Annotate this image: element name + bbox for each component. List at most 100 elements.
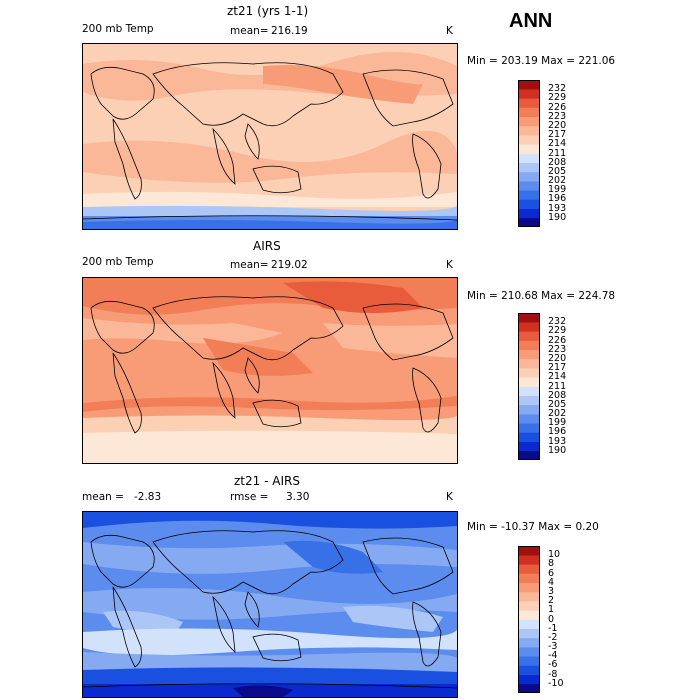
colorbar-tick-label: 226 [548, 101, 567, 113]
colorbar-tick-label: -8 [548, 668, 558, 680]
colorbar-swatch [518, 564, 540, 574]
colorbar-tick-label: 205 [548, 398, 567, 410]
colorbar-swatch [518, 125, 540, 136]
colorbar-swatch [518, 377, 540, 387]
panel3-rmse-label: rmse = [230, 491, 269, 503]
colorbar-swatch [518, 432, 540, 442]
colorbar-swatch [518, 546, 540, 556]
colorbar-tick-label: 223 [548, 110, 567, 122]
colorbar-tick-label: 193 [548, 435, 567, 447]
colorbar-swatch [518, 450, 540, 460]
colorbar-swatch [518, 181, 540, 191]
colorbar-tick-label: -1 [548, 622, 558, 634]
colorbar-swatch [518, 674, 540, 685]
panel3-colorbar-svg [518, 546, 540, 693]
colorbar-tick-label: 229 [548, 325, 567, 337]
panel2-map [82, 277, 458, 464]
panel3-units: K [446, 491, 453, 503]
colorbar-swatch [518, 555, 540, 565]
colorbar-tick-label: 208 [548, 156, 567, 168]
colorbar-tick-label: 8 [548, 558, 555, 570]
colorbar-swatch [518, 647, 540, 657]
colorbar-tick-label: -3 [548, 641, 558, 653]
colorbar-tick-label: 10 [548, 549, 561, 561]
colorbar-tick-label: -4 [548, 650, 558, 662]
colorbar-swatch [518, 349, 540, 360]
colorbar-swatch [518, 135, 540, 145]
colorbar-swatch [518, 340, 540, 351]
colorbar-tick-label: 3 [548, 585, 555, 597]
colorbar-tick-label: 190 [548, 444, 567, 456]
panel1-units: K [446, 25, 453, 37]
colorbar-tick-label: 2 [548, 595, 555, 607]
colorbar-swatch [518, 665, 540, 675]
colorbar-tick-label: 0 [548, 613, 555, 625]
panel1-range: Min = 203.19 Max = 221.06 [467, 55, 616, 67]
colorbar-swatch [518, 656, 540, 666]
colorbar-tick-label: 223 [548, 343, 567, 355]
colorbar-swatch [518, 683, 540, 693]
colorbar-border [518, 546, 540, 693]
colorbar-swatch [518, 217, 540, 227]
panel3-title: zt21 - AIRS [234, 474, 300, 488]
colorbar-tick-label: 190 [548, 211, 567, 223]
colorbar-swatch [518, 637, 540, 648]
colorbar-tick-label: 220 [548, 352, 567, 364]
panel2-colorbar-svg [518, 313, 540, 460]
colorbar-tick-label: 214 [548, 138, 567, 150]
colorbar-swatch [518, 395, 540, 406]
colorbar-tick-label: -6 [548, 659, 558, 671]
colorbar-swatch [518, 331, 540, 341]
panel2-variable: 200 mb Temp [82, 256, 154, 268]
colorbar-tick-label: 202 [548, 175, 567, 187]
colorbar-swatch [518, 80, 540, 90]
colorbar-swatch [518, 628, 540, 639]
panel3-map-svg [83, 512, 457, 697]
panel2-units: K [446, 259, 453, 271]
colorbar-tick-label: 205 [548, 165, 567, 177]
colorbar-swatch [518, 107, 540, 118]
season-label: ANN [509, 10, 553, 32]
colorbar-tick-label: 226 [548, 334, 567, 346]
colorbar-swatch [518, 162, 540, 173]
colorbar-tick-label: 193 [548, 202, 567, 214]
colorbar-tick-label: 202 [548, 408, 567, 420]
panel1-map-svg [83, 44, 457, 229]
colorbar-tick-label: 232 [548, 83, 567, 95]
panel2-title: AIRS [253, 239, 281, 253]
colorbar-swatch [518, 414, 540, 424]
panel3-rmse-value: 3.30 [286, 491, 310, 503]
colorbar-tick-label: 6 [548, 567, 555, 579]
colorbar-border [518, 313, 540, 460]
panel1-variable: 200 mb Temp [82, 23, 154, 35]
colorbar-swatch [518, 144, 540, 154]
colorbar-tick-label: 211 [548, 147, 567, 159]
panel3-mean-label: mean = [82, 491, 124, 503]
colorbar-swatch [518, 573, 540, 584]
colorbar-swatch [518, 601, 540, 611]
colorbar-tick-label: 217 [548, 362, 567, 374]
panel1-colorbar-svg [518, 80, 540, 227]
colorbar-swatch [518, 404, 540, 415]
colorbar-tick-label: 196 [548, 193, 567, 205]
colorbar-tick-label: 217 [548, 129, 567, 141]
colorbar-swatch [518, 322, 540, 332]
colorbar-swatch [518, 313, 540, 323]
colorbar-tick-label: 220 [548, 119, 567, 131]
colorbar-swatch [518, 98, 540, 108]
colorbar-tick-label: 214 [548, 371, 567, 383]
panel1-title: zt21 (yrs 1-1) [227, 4, 309, 18]
colorbar-swatch [518, 591, 540, 602]
panel1-colorbar [518, 80, 540, 227]
panel2-mean-value: 219.02 [271, 259, 308, 271]
colorbar-tick-label: 196 [548, 426, 567, 438]
colorbar-tick-label: -10 [548, 677, 564, 689]
panel2-colorbar [518, 313, 540, 460]
colorbar-tick-label: 208 [548, 389, 567, 401]
colorbar-swatch [518, 190, 540, 200]
colorbar-swatch [518, 386, 540, 396]
panel1-mean-value: 216.19 [271, 25, 308, 37]
panel3-mean-value: -2.83 [134, 491, 162, 503]
colorbar-tick-label: 4 [548, 576, 555, 588]
colorbar-border [518, 80, 540, 227]
